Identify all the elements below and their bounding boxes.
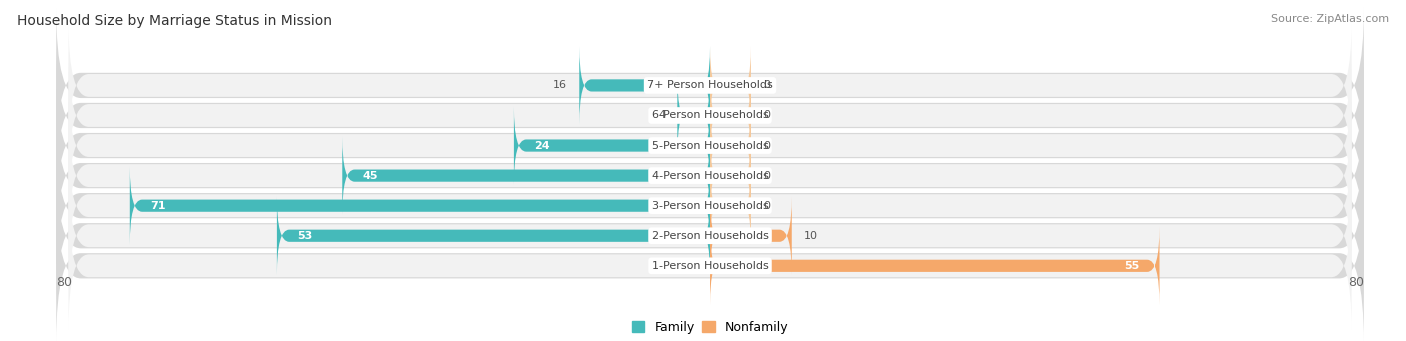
FancyBboxPatch shape: [342, 137, 710, 214]
FancyBboxPatch shape: [69, 202, 1351, 329]
Text: 4: 4: [658, 110, 665, 120]
FancyBboxPatch shape: [69, 22, 1351, 149]
Text: Household Size by Marriage Status in Mission: Household Size by Marriage Status in Mis…: [17, 14, 332, 28]
FancyBboxPatch shape: [69, 52, 1351, 179]
Text: 2-Person Households: 2-Person Households: [651, 231, 769, 241]
FancyBboxPatch shape: [56, 38, 1364, 193]
Text: 80: 80: [1348, 276, 1364, 289]
FancyBboxPatch shape: [710, 46, 751, 124]
FancyBboxPatch shape: [515, 106, 710, 184]
Text: 0: 0: [763, 201, 770, 211]
FancyBboxPatch shape: [129, 167, 710, 245]
Text: 45: 45: [363, 170, 378, 181]
FancyBboxPatch shape: [56, 158, 1364, 313]
FancyBboxPatch shape: [710, 137, 751, 214]
FancyBboxPatch shape: [710, 167, 751, 245]
FancyBboxPatch shape: [56, 8, 1364, 163]
Text: 53: 53: [297, 231, 312, 241]
FancyBboxPatch shape: [678, 76, 710, 154]
FancyBboxPatch shape: [69, 142, 1351, 269]
Text: 24: 24: [534, 140, 550, 151]
Text: 0: 0: [763, 110, 770, 120]
Text: 1-Person Households: 1-Person Households: [651, 261, 769, 271]
Text: 0: 0: [763, 80, 770, 90]
Text: 0: 0: [763, 170, 770, 181]
FancyBboxPatch shape: [56, 68, 1364, 223]
Text: 4-Person Households: 4-Person Households: [651, 170, 769, 181]
Text: 71: 71: [150, 201, 166, 211]
FancyBboxPatch shape: [56, 128, 1364, 283]
FancyBboxPatch shape: [69, 112, 1351, 239]
Text: 16: 16: [553, 80, 567, 90]
Text: 0: 0: [763, 140, 770, 151]
Text: 55: 55: [1123, 261, 1139, 271]
FancyBboxPatch shape: [579, 46, 710, 124]
FancyBboxPatch shape: [710, 227, 1160, 305]
FancyBboxPatch shape: [710, 106, 751, 184]
FancyBboxPatch shape: [56, 98, 1364, 253]
FancyBboxPatch shape: [710, 76, 751, 154]
FancyBboxPatch shape: [277, 197, 710, 275]
Text: Source: ZipAtlas.com: Source: ZipAtlas.com: [1271, 14, 1389, 24]
FancyBboxPatch shape: [69, 82, 1351, 209]
Text: 6-Person Households: 6-Person Households: [651, 110, 769, 120]
Text: 80: 80: [56, 276, 72, 289]
FancyBboxPatch shape: [56, 188, 1364, 341]
FancyBboxPatch shape: [710, 197, 792, 275]
Legend: Family, Nonfamily: Family, Nonfamily: [631, 321, 789, 334]
Text: 7+ Person Households: 7+ Person Households: [647, 80, 773, 90]
FancyBboxPatch shape: [69, 172, 1351, 299]
Text: 10: 10: [804, 231, 818, 241]
Text: 3-Person Households: 3-Person Households: [651, 201, 769, 211]
Text: 5-Person Households: 5-Person Households: [651, 140, 769, 151]
